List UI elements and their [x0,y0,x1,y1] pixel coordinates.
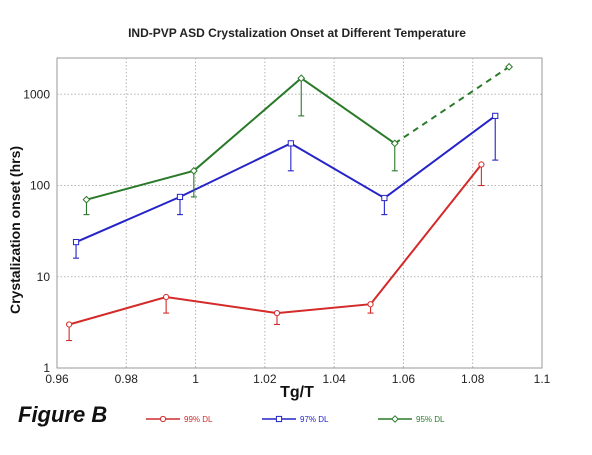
y-axis-label: Crystalization onset (hrs) [7,146,23,314]
legend-item-95-dl: 95% DL [378,415,445,424]
plot-area [56,57,543,369]
tick-labels: 0.96 0.98 1 1.02 1.04 1.06 1.08 1.1 1 10 100 1000 [23,87,550,386]
figure-label: Figure B [18,402,108,427]
plot-frame [56,57,543,369]
x-tick-label: 1 [192,372,199,386]
series-line [86,76,396,201]
grid [57,58,542,368]
y-tick-label: 10 [37,270,51,284]
legend-label: 99% DL [184,415,213,424]
x-tick-label: 1.04 [322,372,346,386]
data-point [367,301,374,308]
legend-label: 97% DL [300,415,329,424]
series-99-dl [66,161,485,342]
data-point [189,166,198,175]
data-point [297,74,306,83]
data-point [176,193,184,201]
data-point [163,293,170,301]
legend-item-99-dl: 99% DL [146,415,213,424]
x-tick-label: 1.08 [461,372,485,386]
data-point [478,161,485,168]
x-tick-label: 0.96 [45,372,69,386]
x-tick-label: 1.06 [392,372,416,386]
legend-marker [159,415,167,423]
data-point [492,112,499,119]
extrapolated-point [505,62,513,71]
data-point [381,194,388,202]
legend-label: 95% DL [416,415,445,424]
y-tick-label: 1000 [23,87,50,101]
data-point [66,321,73,328]
data-point [287,140,294,147]
legend-item-97-dl: 97% DL [262,415,329,424]
data-point [82,195,91,204]
series-97-dl [72,112,499,259]
extrapolated-line [394,65,510,145]
x-tick-label: 1.1 [534,372,551,386]
series-95-dl [82,62,513,216]
data-point [390,139,399,148]
chart-title: IND-PVP ASD Crystalization Onset at Diff… [128,26,466,40]
data-point [273,309,281,317]
y-tick-label: 100 [30,179,50,193]
x-axis-label: Tg/T [280,384,314,401]
legend: 99% DL 97% DL 95% DL [146,415,445,424]
x-tick-label: 0.98 [115,372,139,386]
legend-marker [275,415,283,423]
series-layer [66,62,513,342]
x-tick-label: 1.02 [253,372,277,386]
data-point [72,238,80,246]
legend-marker [391,415,399,423]
y-tick-label: 1 [43,361,50,375]
